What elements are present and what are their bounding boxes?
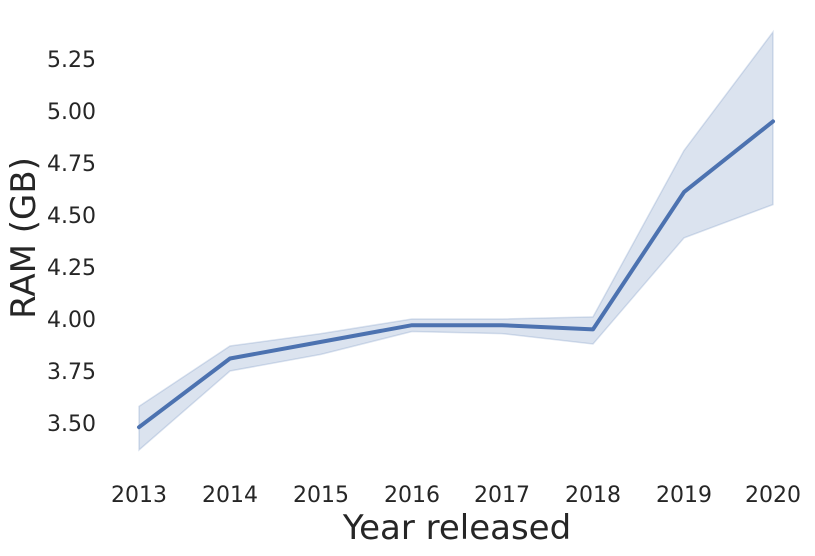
y-tick-label: 4.00 <box>47 308 96 333</box>
x-tick-label: 2016 <box>384 483 440 508</box>
confidence-band-layer <box>138 29 774 452</box>
y-tick-label: 4.75 <box>47 152 96 177</box>
series-line-layer <box>137 119 775 430</box>
y-tick-label: 3.50 <box>47 412 96 437</box>
x-axis-title: Year released <box>342 508 571 548</box>
x-tick-label: 2015 <box>293 483 349 508</box>
x-tick-label: 2017 <box>474 483 530 508</box>
confidence-band <box>138 29 774 452</box>
y-tick-label: 5.25 <box>47 48 96 73</box>
x-tick-label: 2013 <box>111 483 167 508</box>
series-line <box>137 119 775 430</box>
y-tick-label: 4.25 <box>47 256 96 281</box>
x-tick-label: 2019 <box>656 483 712 508</box>
x-tick-labels: 2013 2014 2015 2016 2017 2018 2019 2020 <box>111 483 801 508</box>
x-tick-label: 2020 <box>745 483 801 508</box>
x-tick-label: 2014 <box>202 483 258 508</box>
y-tick-labels: 3.50 3.75 4.00 4.25 4.50 4.75 5.00 5.25 <box>47 48 96 437</box>
x-tick-label: 2018 <box>565 483 621 508</box>
y-tick-label: 4.50 <box>47 204 96 229</box>
y-axis-title: RAM (GB) <box>4 157 44 319</box>
y-tick-label: 3.75 <box>47 360 96 385</box>
y-tick-label: 5.00 <box>47 100 96 125</box>
